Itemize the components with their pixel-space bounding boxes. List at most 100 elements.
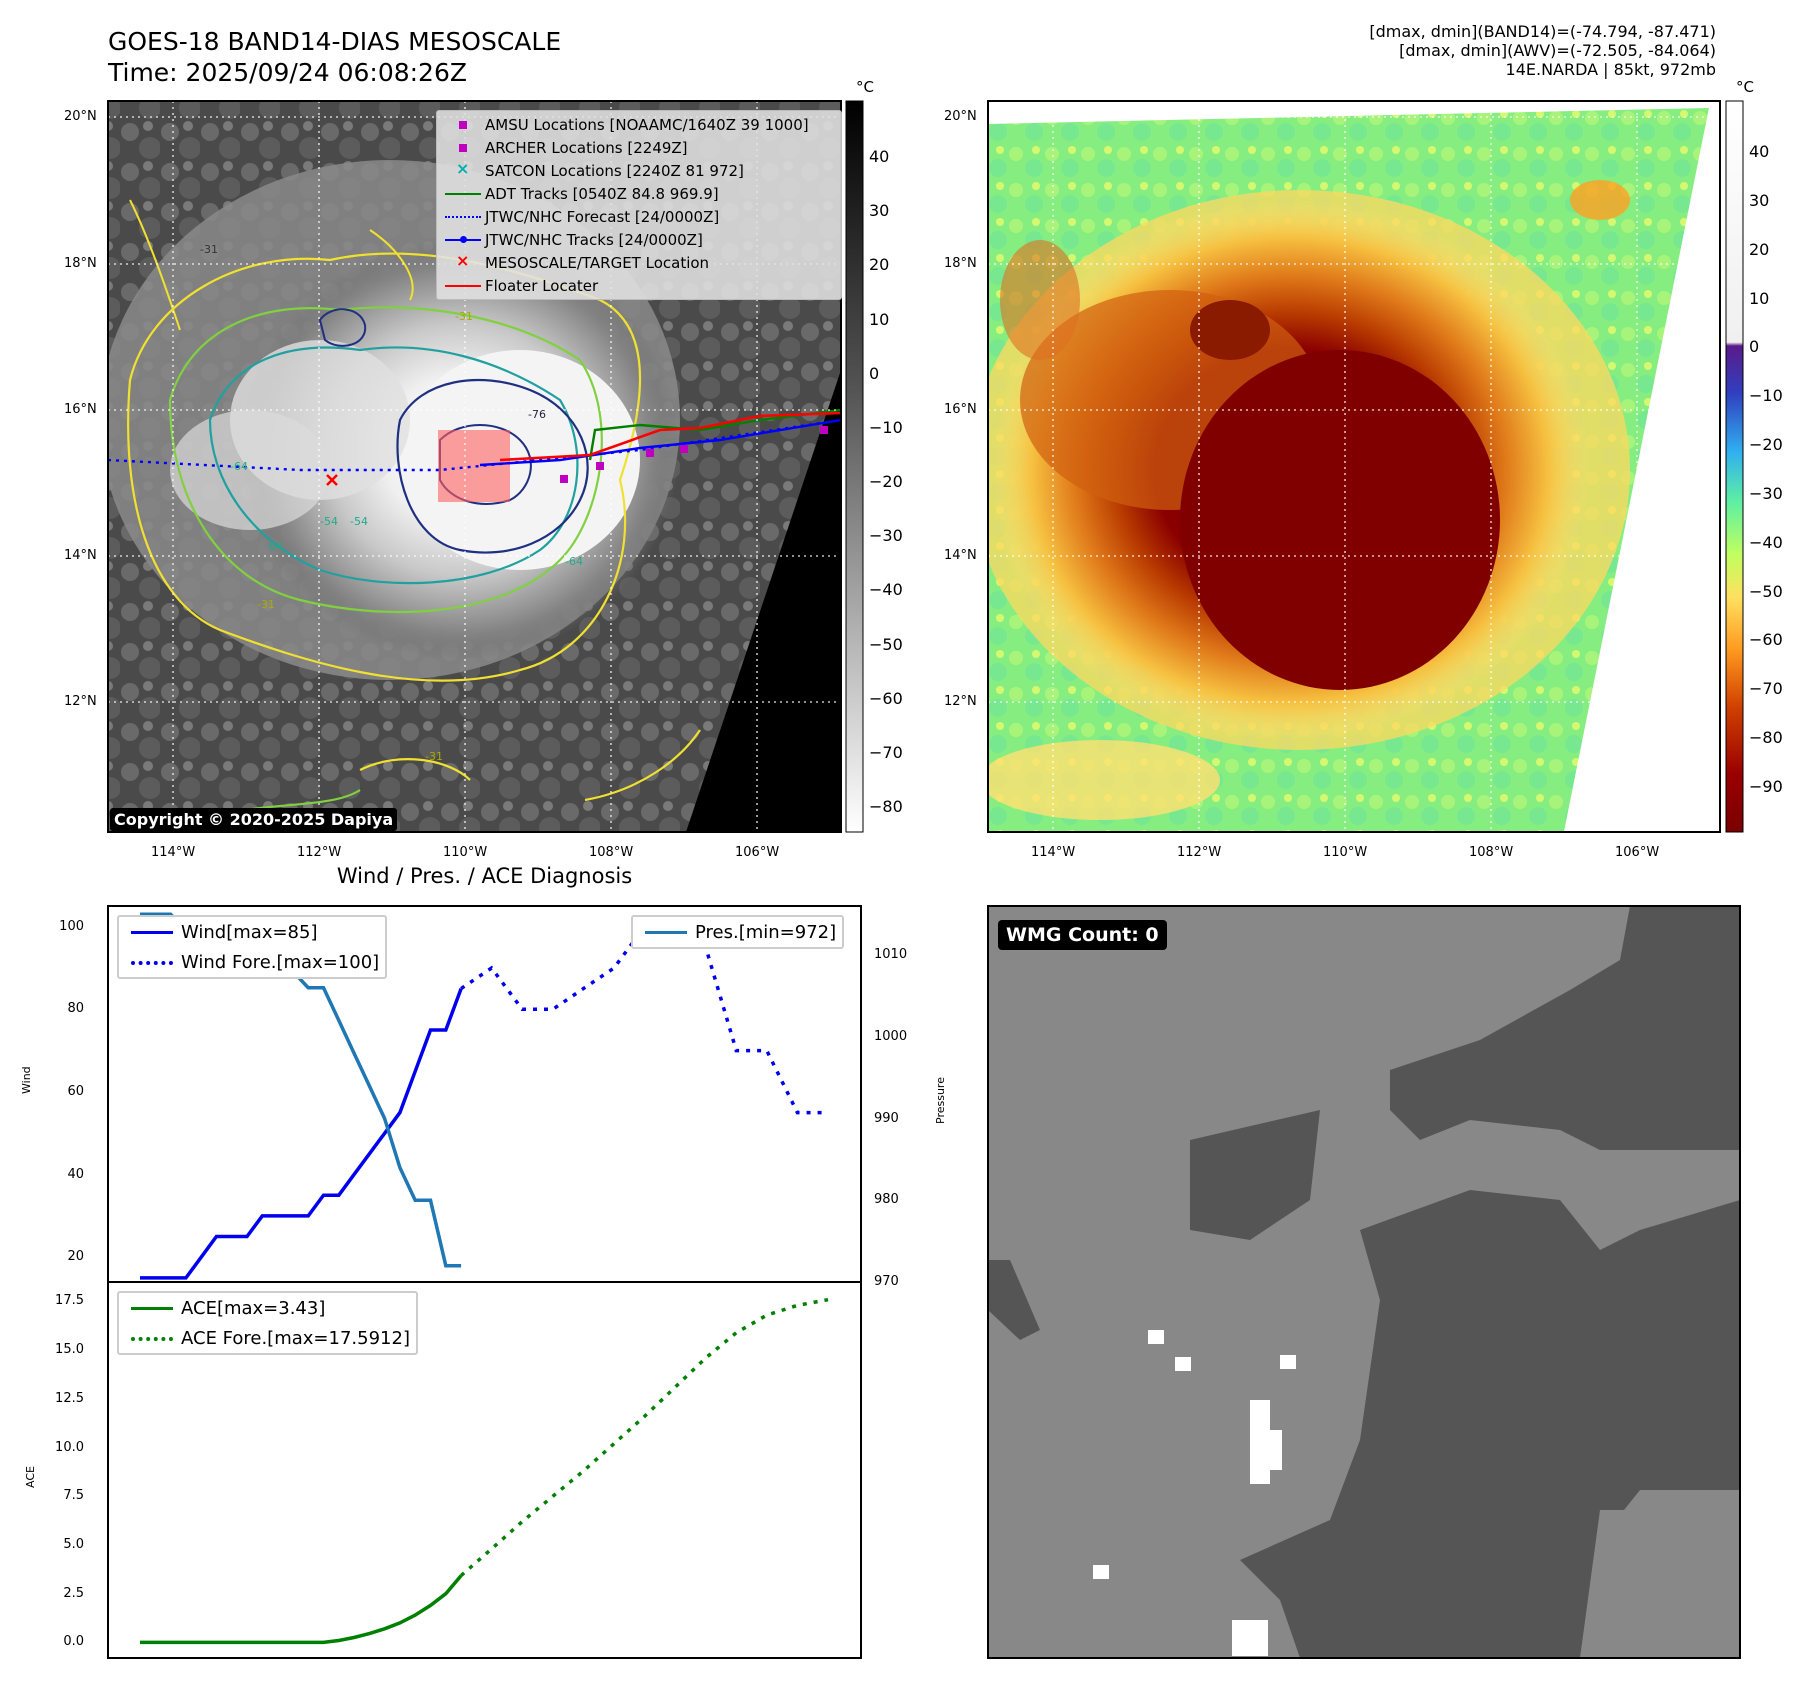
ace-axis-label: ACE	[24, 1466, 37, 1488]
lat-label: 14°N	[944, 548, 977, 563]
contour-label: -64	[565, 555, 583, 568]
lon-label: 106°W	[1615, 845, 1660, 860]
ace-tick-label: 5.0	[63, 1537, 84, 1552]
contour-label: -76	[528, 408, 546, 421]
x-marker-icon: ×	[456, 251, 470, 270]
legend-label: AMSU Locations [NOAAMC/1640Z 39 1000]	[485, 115, 809, 134]
green-dotted-line-icon	[125, 1323, 181, 1353]
contour-label: -64	[265, 540, 283, 553]
contour-label: -54	[320, 515, 338, 528]
colorbar-tick-label: −70	[869, 742, 903, 762]
x-marker-icon: ×	[456, 159, 470, 178]
ace-tick-label: 10.0	[55, 1439, 84, 1455]
lat-label: 12°N	[944, 694, 977, 709]
legend-item-mesoscale: × MESOSCALE/TARGET Location	[441, 251, 837, 274]
legend-item-archer: ARCHER Locations [2249Z]	[441, 136, 837, 159]
info-line-2: [dmax, dmin](AWV)=(-72.505, -84.064)	[1399, 41, 1716, 60]
legend-label: ADT Tracks [0540Z 84.8 969.9]	[485, 184, 719, 203]
pressure-tick-label: 990	[874, 1110, 899, 1126]
colorbar-tick-label: 10	[869, 309, 890, 329]
copyright-label: Copyright © 2020-2025 Dapiya	[110, 808, 398, 831]
colorbar-tick-label: 20	[1749, 239, 1770, 259]
colorbar-tick-label: −50	[869, 634, 903, 654]
pressure-axis-label: Pressure	[934, 1077, 947, 1124]
color-ir-map	[988, 101, 1720, 832]
legend-item-wind-forecast: Wind Fore.[max=100]	[125, 947, 379, 977]
green-line-icon	[125, 1293, 181, 1323]
ace-forecast-series-line	[459, 1297, 829, 1577]
lat-label: 16°N	[944, 402, 977, 417]
wind-tick-label: 100	[59, 918, 84, 934]
line-dot-icon	[441, 228, 485, 251]
wmg-panel	[988, 906, 1740, 1658]
ace-tick-label: 17.5	[55, 1293, 84, 1309]
ace-series-line	[140, 1574, 463, 1645]
legend-label: JTWC/NHC Tracks [24/0000Z]	[485, 230, 703, 249]
colorbar-tick-label: −40	[869, 580, 903, 600]
ace-tick-label: 7.5	[63, 1488, 84, 1504]
wmg-count-badge: WMG Count: 0	[998, 920, 1167, 950]
colorbar-tick-label: 20	[869, 255, 890, 275]
contour-label: -31	[425, 750, 443, 763]
lon-label: 110°W	[1323, 845, 1368, 860]
legend-label: Floater Locater	[485, 276, 599, 295]
wind-tick-label: 40	[67, 1166, 84, 1182]
contour-label: -31	[455, 310, 473, 323]
lat-label: 12°N	[64, 694, 97, 709]
ace-axes	[107, 1281, 862, 1659]
square-marker-icon	[441, 113, 485, 136]
colorbar-tick-label: −10	[1749, 386, 1783, 406]
lon-label: 106°W	[735, 845, 780, 860]
colorbar-tick-label: −10	[869, 417, 903, 437]
ace-tick-label: 12.5	[55, 1390, 84, 1406]
wind-tick-label: 80	[67, 1001, 84, 1017]
wind-legend: Wind[max=85] Wind Fore.[max=100]	[117, 915, 388, 979]
contour-label: -54	[350, 515, 368, 528]
colorbar-gray	[845, 100, 864, 833]
lat-label: 14°N	[64, 548, 97, 563]
legend-label: Wind[max=85]	[181, 921, 318, 943]
lat-label: 20°N	[64, 109, 97, 124]
colorbar-tick-label: 30	[1749, 190, 1770, 210]
wind-tick-label: 20	[67, 1249, 84, 1265]
colorbar-tick-label: 0	[869, 363, 880, 383]
colorbar-tick-label: −90	[1749, 777, 1783, 796]
ace-tick-label: 0.0	[63, 1634, 84, 1650]
map-frame-right	[987, 100, 1721, 833]
lat-label: 20°N	[944, 109, 977, 124]
lon-label: 112°W	[297, 845, 342, 860]
legend-item-wind: Wind[max=85]	[125, 917, 379, 947]
legend-label: ARCHER Locations [2249Z]	[485, 138, 688, 157]
legend-label: ACE[max=3.43]	[181, 1297, 326, 1319]
figure-title: GOES-18 BAND14-DIAS MESOSCALE Time: 2025…	[108, 26, 561, 88]
lat-label: 18°N	[944, 256, 977, 271]
colorbar-tick-label: 0	[1749, 337, 1760, 357]
legend-item-ace: ACE[max=3.43]	[125, 1293, 410, 1323]
wind-forecast-series-line	[460, 924, 828, 1115]
lon-label: 114°W	[1031, 845, 1076, 860]
legend-item-pressure: Pres.[min=972]	[639, 917, 836, 947]
lon-label: 110°W	[443, 845, 488, 860]
lon-label: 108°W	[1469, 845, 1514, 860]
ace-tick-label: 2.5	[63, 1585, 84, 1601]
lat-label: 16°N	[64, 402, 97, 417]
map-legend: AMSU Locations [NOAAMC/1640Z 39 1000] AR…	[436, 110, 842, 300]
legend-item-ace-forecast: ACE Fore.[max=17.5912]	[125, 1323, 410, 1353]
lon-label: 108°W	[589, 845, 634, 860]
legend-label: SATCON Locations [2240Z 81 972]	[485, 161, 744, 180]
blue-dotted-line-icon	[125, 947, 181, 977]
pressure-tick-label: 1000	[874, 1028, 908, 1044]
legend-label: Pres.[min=972]	[695, 921, 837, 943]
map-frame-left	[107, 100, 842, 833]
legend-item-amsu: AMSU Locations [NOAAMC/1640Z 39 1000]	[441, 113, 837, 136]
dotted-line-icon	[441, 205, 485, 228]
legend-label: JTWC/NHC Forecast [24/0000Z]	[485, 207, 720, 226]
red-line-icon	[441, 274, 485, 297]
pressure-tick-label: 1010	[874, 947, 908, 963]
lon-label: 112°W	[1177, 845, 1222, 860]
colorbar-tick-label: 40	[1749, 142, 1770, 161]
title-line-2: Time: 2025/09/24 06:08:26Z	[108, 58, 467, 87]
chart-title: Wind / Pres. / ACE Diagnosis	[336, 864, 633, 888]
lat-label: 18°N	[64, 256, 97, 271]
